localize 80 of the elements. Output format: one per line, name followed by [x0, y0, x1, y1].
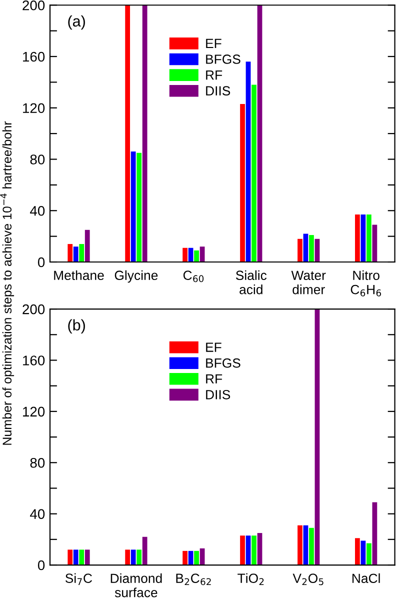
- legend-label: EF: [206, 342, 222, 352]
- legend-label: DIIS: [206, 390, 230, 400]
- bar: [257, 533, 262, 566]
- x-tick-label: B$_{2}$C$_{62}$: [176, 574, 211, 586]
- bar: [303, 234, 308, 262]
- bar: [355, 538, 360, 566]
- y-tick-label: 200: [22, 0, 45, 10]
- x-tick-label: TiO$_{2}$: [238, 573, 264, 585]
- bar: [309, 528, 314, 566]
- bar: [303, 525, 308, 566]
- x-tick-label: NaCl: [352, 573, 380, 584]
- legend-label: BFGS: [206, 358, 240, 368]
- bar: [194, 550, 199, 566]
- bar: [68, 550, 73, 566]
- bar: [142, 536, 148, 566]
- y-tick-label: 120: [23, 103, 45, 114]
- annotation: (b): [68, 319, 85, 334]
- bar: [182, 248, 188, 262]
- bar: [314, 309, 320, 566]
- x-tick-label: Glycine: [114, 270, 158, 283]
- bar: [68, 244, 73, 262]
- annotation: (a): [68, 15, 85, 30]
- y-tick-label: 120: [23, 406, 45, 417]
- bar: [84, 550, 90, 566]
- bar: [240, 104, 245, 262]
- bar: [355, 214, 360, 262]
- bar: [73, 246, 78, 262]
- x-tick-label: Nitro C$_{6}$H$_{6}$: [350, 270, 382, 296]
- legend-label: RF: [206, 374, 222, 384]
- legend-label: DIIS: [206, 86, 230, 96]
- y-tick-label: 160: [23, 52, 45, 62]
- bar: [136, 152, 142, 262]
- x-tick-label: Water dimer: [291, 270, 326, 294]
- legend-label: EF: [206, 38, 222, 48]
- bar: [246, 536, 251, 566]
- x-tick-label: C$_{60}$: [183, 270, 204, 282]
- y-tick-label: 40: [30, 509, 45, 519]
- bar: [372, 224, 378, 262]
- x-tick-label: Methane: [54, 270, 104, 280]
- bar: [366, 543, 372, 566]
- bar: [298, 238, 302, 262]
- bar: [360, 540, 366, 566]
- bar: [182, 550, 188, 566]
- x-tick-label: Diamond surface: [110, 573, 162, 598]
- y-tick-label: 40: [30, 206, 45, 216]
- legend-label: RF: [206, 70, 222, 80]
- y-tick-label: 200: [22, 304, 45, 314]
- bar: [142, 5, 148, 262]
- bar: [372, 502, 378, 566]
- bar: [194, 250, 199, 262]
- bar: [79, 244, 84, 262]
- y-tick-label: 160: [23, 356, 45, 366]
- y-axis-title: Number of optimization steps to achieve 10$^{−4}$ hartree/bohr: [0, 121, 14, 445]
- x-tick-label: Si$_{7}$C: [65, 573, 92, 585]
- bar: [257, 5, 262, 262]
- y-tick-label: 0: [38, 560, 45, 570]
- bar: [314, 238, 320, 262]
- y-tick-label: 80: [30, 458, 45, 468]
- bar: [130, 152, 136, 262]
- y-tick-label: 0: [38, 257, 45, 268]
- bar: [309, 235, 314, 262]
- y-tick-label: 80: [30, 154, 45, 164]
- bar: [136, 550, 142, 566]
- bar: [125, 5, 130, 262]
- bar: [252, 84, 256, 262]
- bar: [125, 550, 130, 566]
- bar: [79, 550, 84, 566]
- bar: [366, 214, 372, 262]
- x-tick-label: Sialic acid: [236, 270, 267, 294]
- bar: [200, 246, 205, 262]
- x-tick-label: V$_{2}$O$_{5}$: [292, 574, 324, 586]
- bar: [240, 536, 245, 566]
- bar: [360, 214, 366, 262]
- bar: [130, 550, 136, 566]
- bar: [73, 550, 78, 566]
- bar: [252, 536, 256, 566]
- bar: [84, 230, 90, 262]
- bar: [246, 62, 251, 262]
- bar: [298, 525, 302, 566]
- legend-label: BFGS: [206, 54, 240, 64]
